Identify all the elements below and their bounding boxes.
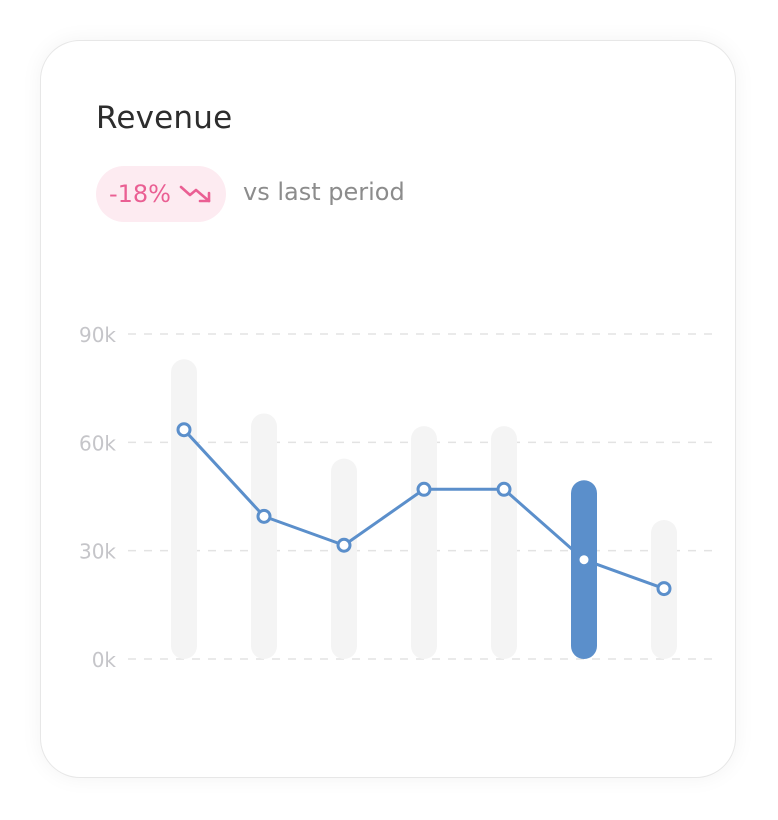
line-point	[256, 508, 272, 524]
y-tick-label: 90k	[79, 323, 116, 347]
bar	[171, 359, 197, 659]
y-tick-label: 60k	[79, 431, 116, 455]
revenue-card	[40, 40, 736, 778]
comparison-label: vs last period	[243, 178, 405, 206]
line-point	[496, 481, 512, 497]
card-title: Revenue	[96, 100, 233, 136]
bar-highlighted	[571, 480, 597, 659]
line-point	[336, 537, 352, 553]
line-point	[176, 422, 192, 438]
bar	[251, 413, 277, 659]
bar	[331, 458, 357, 659]
trending-down-icon	[179, 182, 213, 206]
bar	[411, 426, 437, 659]
change-badge: -18%	[96, 166, 226, 222]
bar	[491, 426, 517, 659]
y-tick-label: 30k	[79, 540, 116, 564]
y-tick-label: 0k	[92, 648, 117, 672]
change-value: -18%	[108, 180, 171, 208]
line-point	[656, 581, 672, 597]
line-point	[576, 552, 592, 568]
line-point	[416, 481, 432, 497]
